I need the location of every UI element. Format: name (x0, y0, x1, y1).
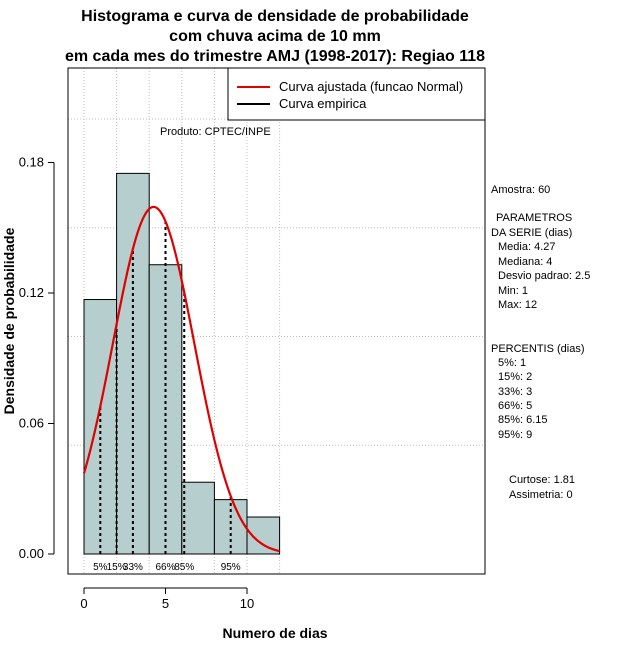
curtose-text: Curtose: 1.81 (509, 474, 575, 486)
percentil-15: 15%: 2 (498, 371, 532, 383)
chart-title-line-3: em cada mes do trimestre AMJ (1998-2017)… (65, 48, 485, 65)
percentil-66: 66%: 5 (498, 400, 532, 412)
param-media: Media: 4.27 (498, 241, 555, 253)
param-desvio: Desvio padrao: 2.5 (498, 270, 590, 282)
histogram-bar (181, 481, 215, 555)
param-heading-2: DA SERIE (dias) (491, 227, 572, 239)
y-tick-label: 0.00 (19, 546, 44, 561)
assimetria-text: Assimetria: 0 (509, 489, 573, 501)
percentil-85: 85%: 6.15 (498, 414, 548, 426)
product-annotation: Produto: CPTEC/INPE (160, 126, 271, 138)
y-tick-label: 0.12 (19, 285, 44, 300)
histogram-bar (213, 499, 248, 555)
param-min: Min: 1 (498, 285, 528, 297)
axes: 0 5 10 0.00 0.06 0.12 0.18 (19, 155, 255, 612)
percentil-33: 33%: 3 (498, 386, 532, 398)
param-max: Max: 12 (498, 299, 537, 311)
amostra-text: Amostra: 60 (491, 184, 550, 196)
histogram-bar (116, 172, 150, 555)
y-tick-label: 0.18 (19, 155, 44, 170)
legend-box (227, 67, 486, 121)
x-tick-label: 10 (240, 596, 254, 611)
legend: Curva ajustada (funcao Normal) Curva emp… (227, 67, 486, 121)
y-tick-label: 0.06 (19, 416, 44, 431)
percentil-95: 95%: 9 (498, 429, 532, 441)
stats-side-panel: Amostra: 60 PARAMETROS DA SERIE (dias) M… (491, 184, 590, 501)
percentile-markers: 5% 15%33% 66%85% 95% (93, 221, 241, 573)
y-axis-label: Densidade de probabilidade (1, 227, 17, 414)
x-tick-label: 0 (80, 596, 87, 611)
percentile-label: 95% (221, 562, 241, 573)
chart-title-line-2: com chuva acima de 10 mm (169, 28, 381, 45)
percentil-5: 5%: 1 (498, 357, 526, 369)
legend-label-normal: Curva ajustada (funcao Normal) (279, 79, 463, 94)
x-tick-label: 5 (162, 596, 169, 611)
percentile-label: 5% (93, 562, 108, 573)
param-heading-1: PARAMETROS (496, 212, 572, 224)
normal-curve (82, 205, 280, 553)
legend-label-empirical: Curva empirica (279, 96, 367, 111)
percentis-heading: PERCENTIS (dias) (491, 343, 585, 355)
percentile-label: 15% (107, 562, 127, 573)
chart-title-line-1: Histograma e curva de densidade de proba… (81, 8, 469, 25)
percentile-label: 66% (155, 562, 175, 573)
x-axis-label: Numero de dias (222, 625, 327, 641)
param-mediana: Mediana: 4 (498, 256, 552, 268)
percentile-label: 85% (174, 562, 194, 573)
percentile-label: 33% (123, 562, 143, 573)
